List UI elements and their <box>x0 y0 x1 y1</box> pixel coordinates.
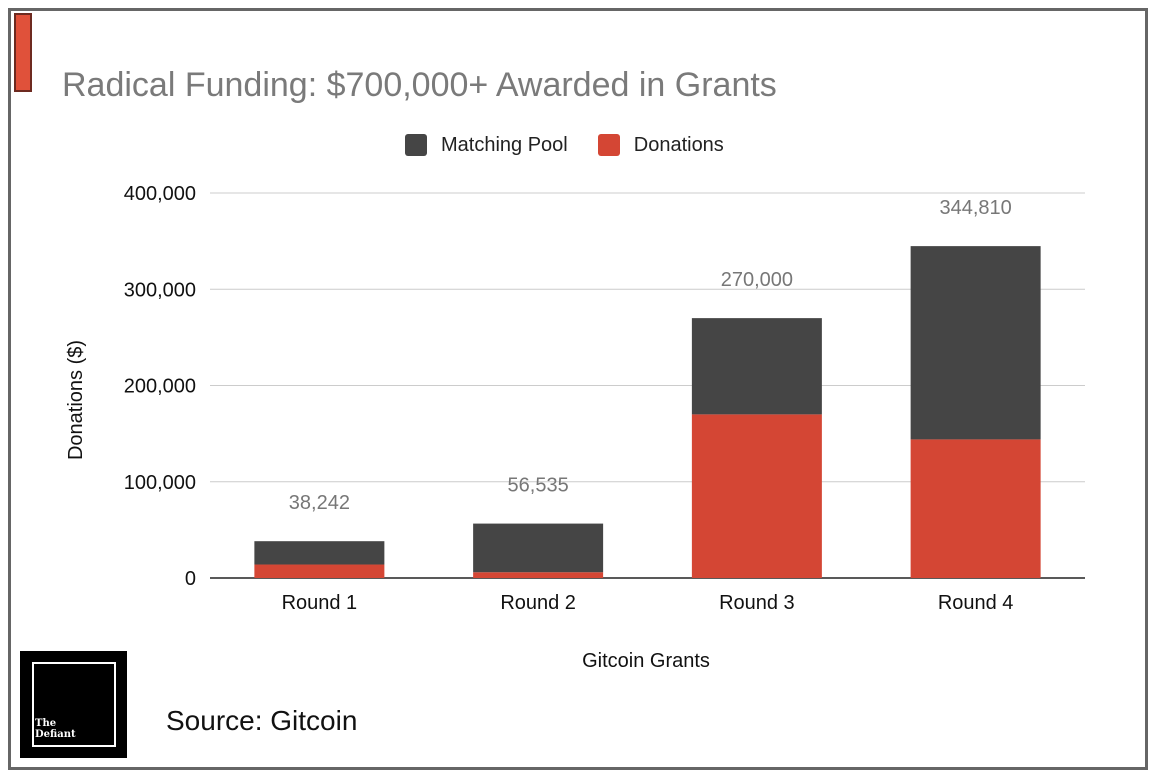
legend-swatch-matching-pool <box>405 134 427 156</box>
the-defiant-logo: The Defiant <box>20 651 127 758</box>
legend-swatch-donations <box>597 134 620 156</box>
logo-line-1: The <box>35 718 57 729</box>
source-note: Source: Gitcoin <box>166 705 358 736</box>
bar-donations <box>473 572 604 578</box>
bar-matching-pool <box>473 523 604 573</box>
bar-matching-pool <box>910 246 1041 440</box>
y-tick-label: 100,000 <box>124 472 196 494</box>
logo-wordmark: The Defiant <box>35 718 76 740</box>
bar-total-label: 344,810 <box>939 197 1011 219</box>
bar-donations <box>254 564 385 578</box>
legend-label-donations: Donations <box>633 133 724 156</box>
x-tick-label: Round 2 <box>500 592 576 614</box>
x-tick-label: Round 4 <box>938 592 1014 614</box>
logo-border <box>32 662 116 747</box>
y-tick-label: 300,000 <box>124 279 196 301</box>
y-axis-label: Donations ($) <box>65 340 87 460</box>
y-tick-label: 400,000 <box>124 183 196 205</box>
y-tick-label: 200,000 <box>124 376 196 398</box>
legend-label-matching-pool: Matching Pool <box>441 133 568 156</box>
x-tick-label: Round 1 <box>282 592 358 614</box>
chart-title: Radical Funding: $700,000+ Awarded in Gr… <box>62 66 777 104</box>
bar-total-label: 270,000 <box>721 269 793 291</box>
x-axis-label: Gitcoin Grants <box>582 650 710 672</box>
title-accent-bar <box>14 13 32 92</box>
bars <box>254 246 1041 578</box>
y-tick-label: 0 <box>185 568 196 590</box>
legend-item-donations: Donations <box>597 133 724 157</box>
x-tick-label: Round 3 <box>719 592 795 614</box>
logo-line-2: Defiant <box>35 729 76 740</box>
legend-item-matching-pool: Matching Pool <box>405 134 568 157</box>
bar-total-label: 56,535 <box>508 475 569 497</box>
bar-matching-pool <box>254 541 385 565</box>
chart-labels: 0 100,000 200,000 300,000 400,000 38,242 Round… <box>124 183 1014 614</box>
bar-matching-pool <box>691 318 822 415</box>
bar-donations <box>910 439 1041 578</box>
bar-donations <box>691 414 822 578</box>
bar-total-label: 38,242 <box>289 492 350 514</box>
chart-legend: Matching Pool Donations <box>405 132 754 158</box>
